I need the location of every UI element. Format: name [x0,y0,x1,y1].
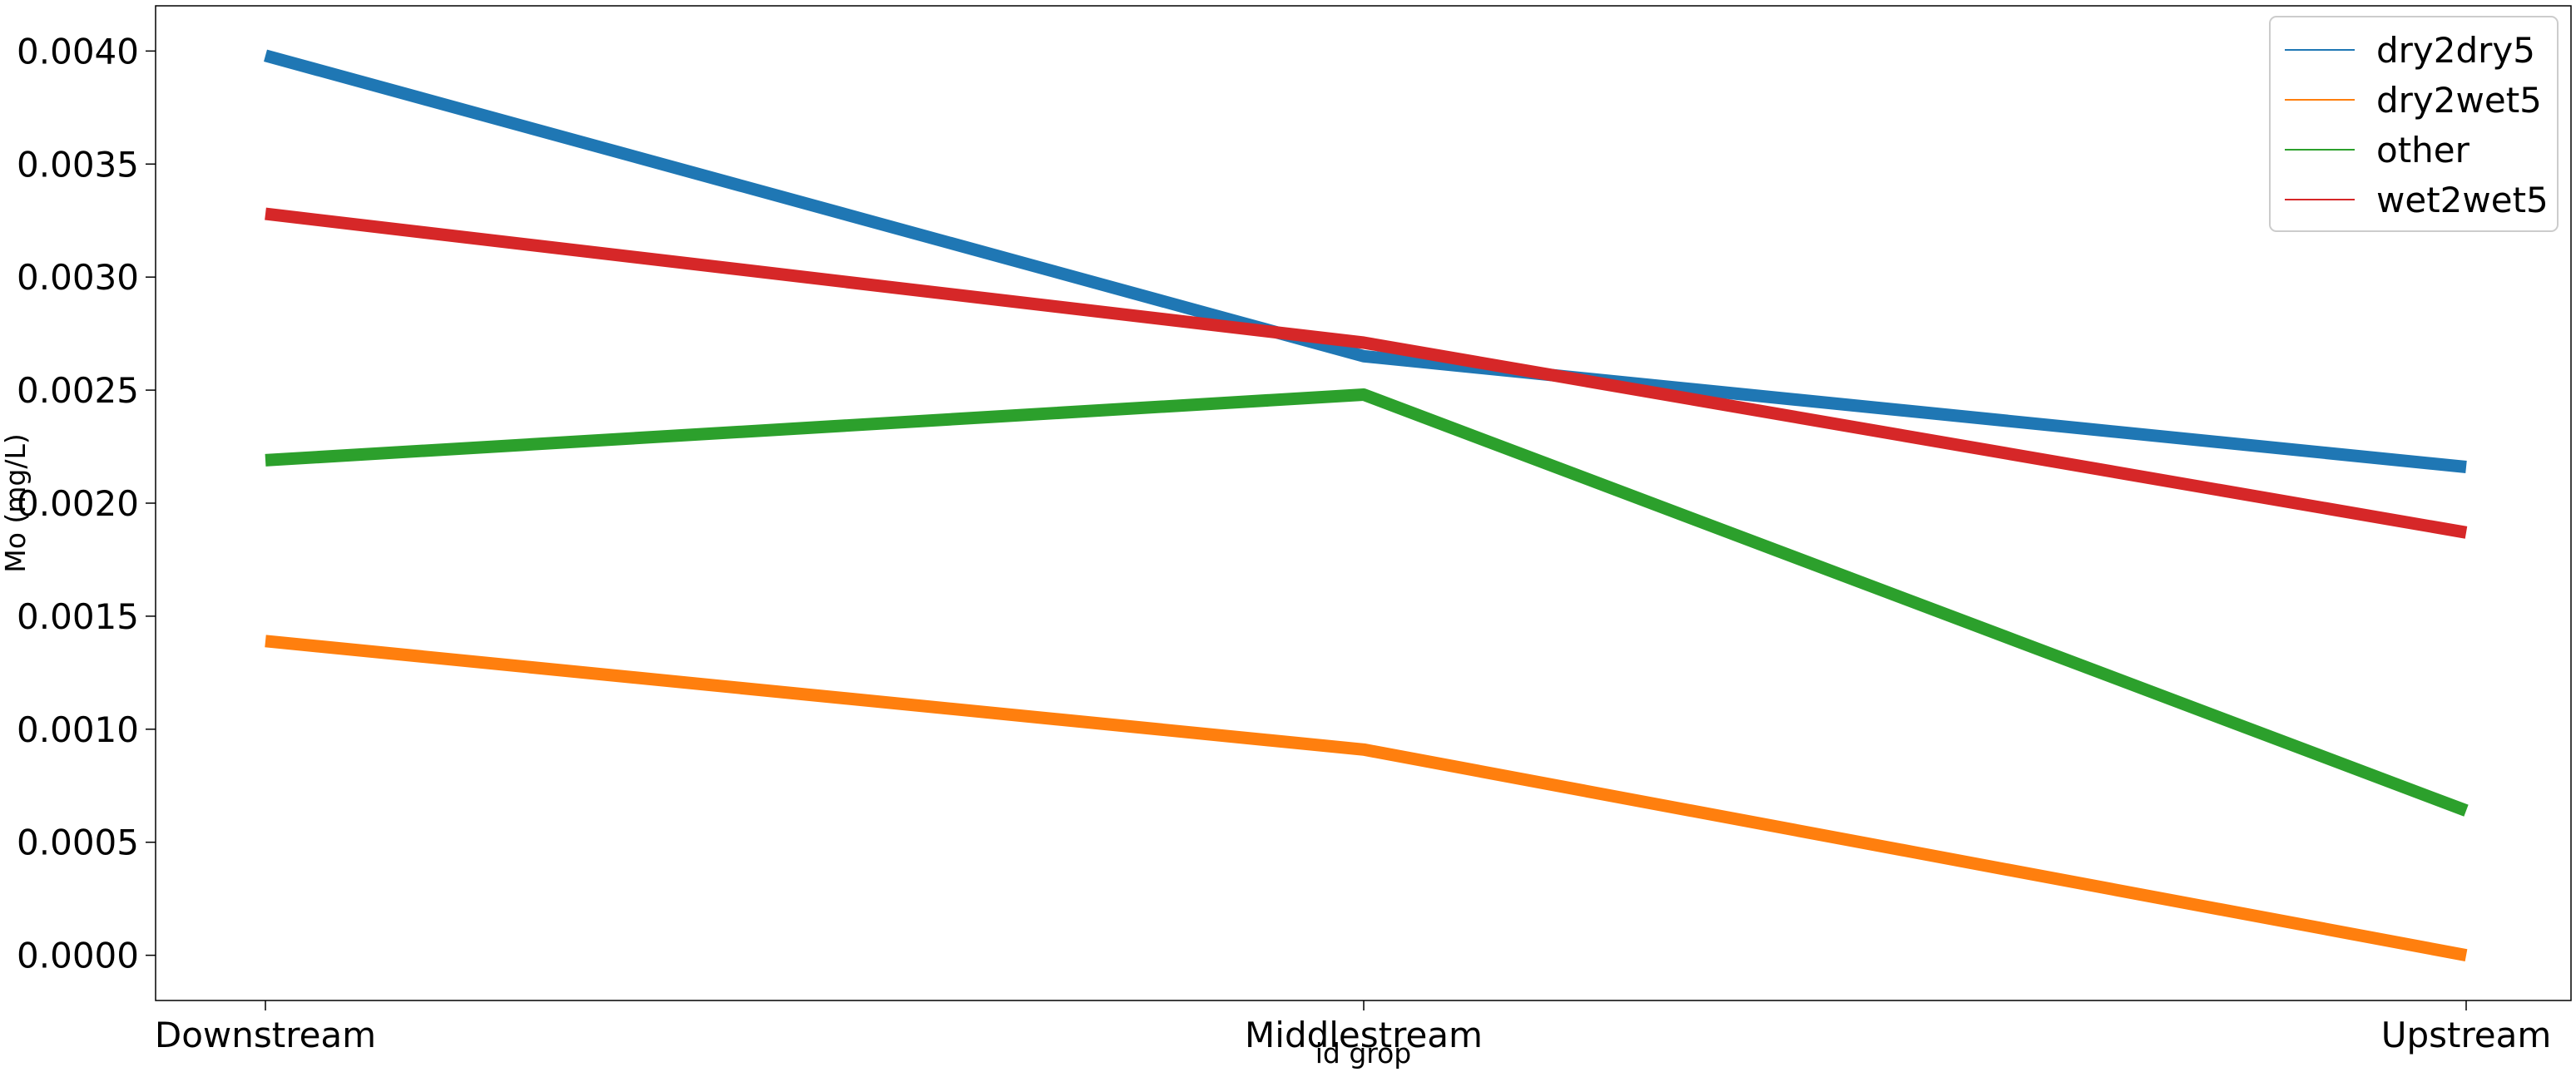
y-tick-label: 0.0015 [17,596,139,637]
series-line-dry2wet5 [265,635,2468,961]
series-line-dry2dry5 [264,49,2467,473]
y-tick-label: 0.0010 [17,709,139,750]
y-tick-label: 0.0025 [17,370,139,411]
y-tick-label: 0.0035 [17,144,139,185]
series-lines [264,49,2469,961]
series-line-other [265,388,2469,817]
series-line-wet2wet5 [265,207,2468,539]
y-tick-label: 0.0040 [17,31,139,72]
legend-label-other: other [2376,130,2470,170]
legend-label-wet2wet5: wet2wet5 [2376,180,2549,220]
y-tick-label: 0.0005 [17,823,139,863]
x-tick-label: Downstream [155,1015,376,1055]
y-axis: 0.0000 0.0005 0.0010 0.0015 0.0020 0.0025 0.00… [17,31,156,976]
legend-label-dry2wet5: dry2wet5 [2376,80,2542,121]
legend-box [2269,16,2559,232]
x-tick-label: Upstream [2381,1015,2552,1055]
y-tick-label: 0.0000 [17,936,139,976]
y-axis-label: Mo (mg/L) [0,433,32,573]
x-tick-label: Middlestream [1245,1015,1483,1055]
x-axis-label: id grop [1315,1037,1412,1070]
legend-label-dry2dry5: dry2dry5 [2376,30,2535,71]
y-tick-label: 0.0020 [17,483,139,524]
legend: dry2dry5 dry2wet5 other wet2wet5 [2269,16,2559,232]
x-axis: Downstream Middlestream Upstream [155,1000,2551,1055]
y-tick-label: 0.0030 [17,257,139,298]
